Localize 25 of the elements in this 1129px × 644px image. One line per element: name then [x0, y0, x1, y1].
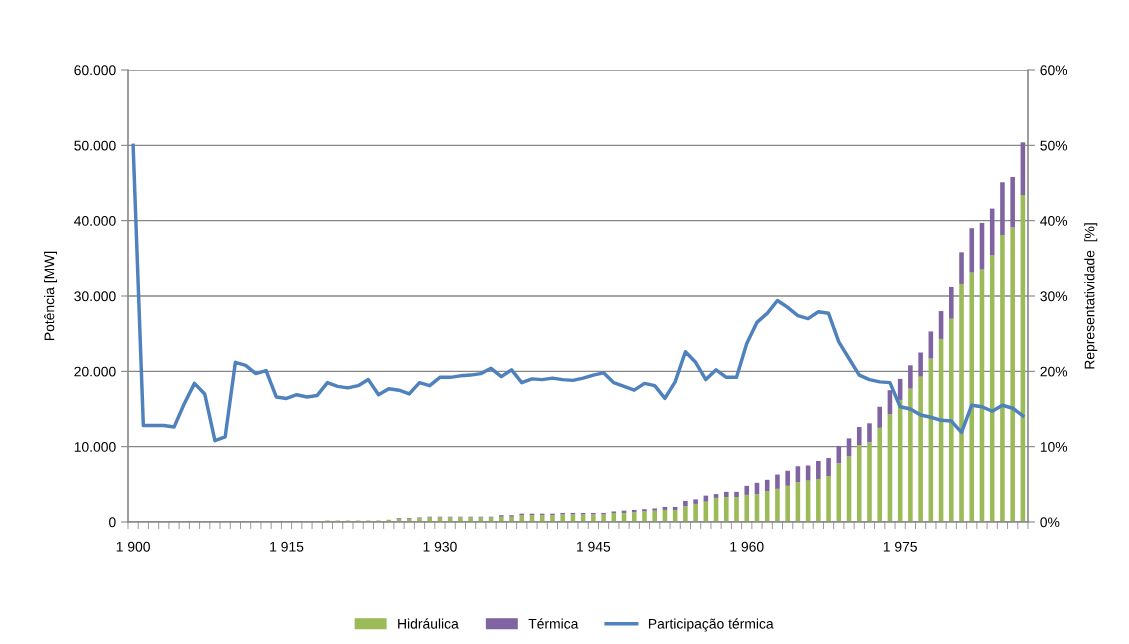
- y2-tick-label: 30%: [1040, 291, 1068, 302]
- y-axis-title: Potência [MW]: [44, 251, 58, 341]
- y-tick-label: 50.000: [74, 140, 116, 151]
- legend-label: Participação térmica: [648, 618, 774, 632]
- x-tick-label: 1 945: [577, 541, 611, 552]
- y-tick-label: 20.000: [74, 366, 116, 377]
- x-tick-label: 1 900: [116, 541, 150, 552]
- y2-axis-title: Representatividade [%]: [1084, 223, 1098, 369]
- y2-tick-label: 0%: [1040, 517, 1060, 528]
- y-tick-label: 40.000: [74, 216, 116, 226]
- x-tick-label: 1 960: [730, 541, 764, 552]
- y2-tick-label: 40%: [1040, 216, 1068, 226]
- y-tick-label: 30.000: [74, 291, 116, 302]
- y2-tick-label: 50%: [1040, 140, 1068, 151]
- x-tick-label: 1 930: [423, 541, 457, 552]
- y-tick-label: 0: [109, 517, 116, 528]
- legend-label: Hidráulica: [398, 618, 459, 629]
- y-tick-label: 10.000: [74, 442, 116, 452]
- y2-tick-label: 20%: [1040, 366, 1068, 377]
- legend-label: Térmica: [528, 618, 579, 629]
- x-tick-label: 1 975: [883, 541, 917, 552]
- y2-tick-label: 60%: [1040, 65, 1068, 76]
- y-tick-label: 60.000: [74, 65, 116, 76]
- x-tick-label: 1 915: [270, 541, 304, 552]
- y2-tick-label: 10%: [1040, 442, 1068, 452]
